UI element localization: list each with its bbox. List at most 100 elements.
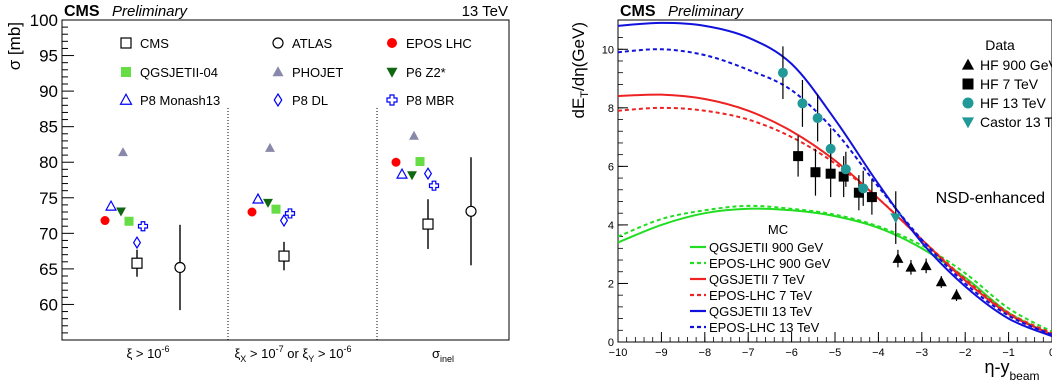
data-point-shape: [131, 257, 143, 269]
right-x-axis-label: η-ybeam: [984, 357, 1039, 383]
right-y-axis-label: dET/dη(GeV): [569, 22, 591, 119]
category-label-3: σinel: [432, 346, 454, 364]
data-point: [247, 207, 257, 217]
data-point: [890, 213, 902, 224]
left-plot-frame: [61, 19, 510, 341]
data-point-shape: [797, 98, 808, 109]
data-point: [278, 250, 290, 262]
data-point: [951, 289, 963, 300]
data-legend-marker: [961, 117, 975, 129]
nsd-annotation: NSD-enhanced: [936, 190, 1045, 207]
legend-marker: [273, 92, 283, 108]
data-point-shape: [810, 167, 821, 178]
legend-marker-shape: [272, 66, 284, 77]
data-point-shape: [124, 216, 134, 226]
data-point: [271, 204, 281, 214]
legend-label: P8 Monash13: [140, 93, 220, 108]
data-point-shape: [866, 192, 877, 203]
data-point-shape: [838, 171, 849, 182]
data-point-shape: [920, 260, 932, 271]
x-tick-label: −5: [829, 347, 842, 359]
data-point: [100, 216, 110, 226]
data-point: [124, 216, 134, 226]
y-tick-label: 4: [608, 220, 614, 232]
data-point: [174, 261, 186, 274]
y-tick-label: 100: [30, 11, 58, 30]
data-point-shape: [137, 221, 149, 232]
data-point-shape: [812, 113, 823, 124]
data-point-shape: [132, 236, 142, 250]
data-legend-label: HF 900 GeV: [980, 57, 1052, 73]
data-point: [825, 143, 836, 154]
x-tick-label: −6: [785, 347, 798, 359]
data-point: [793, 151, 804, 162]
data-point: [858, 183, 869, 194]
x-tick-label: −7: [742, 347, 755, 359]
y-tick-label: 95: [39, 47, 58, 66]
data-legend-marker: [962, 97, 974, 109]
data-point: [116, 207, 126, 217]
mc-legend-title: MC: [768, 222, 788, 237]
data-point: [252, 192, 264, 204]
data-point: [838, 171, 849, 182]
legend-marker-shape: [119, 93, 133, 105]
data-point-shape: [892, 252, 904, 263]
data-point: [263, 198, 273, 208]
legend-marker: [272, 37, 284, 49]
data-point: [465, 205, 477, 217]
data-point-shape: [263, 198, 273, 208]
data-point: [409, 130, 419, 140]
data-point-shape: [840, 164, 851, 175]
legend-label: ATLAS: [292, 36, 333, 51]
data-point: [866, 192, 877, 203]
left-legend: CMS ATLAS EPOS LHC QGSJETII-04 PHOJET P6 Z2* P…: [119, 36, 472, 108]
data-legend-marker: [961, 58, 975, 70]
energy-label: 13 TeV: [462, 3, 508, 20]
left-data-points: [100, 130, 477, 311]
y-tick-label: 2: [608, 278, 614, 290]
x-tick-label: −3: [916, 347, 929, 359]
legend-marker: [272, 66, 284, 77]
data-point-shape: [100, 216, 110, 226]
legend-marker-shape: [120, 37, 132, 49]
category-label-1: ξ > 10-6: [126, 344, 169, 361]
data-point: [137, 221, 149, 232]
y-tick-label: 75: [39, 189, 58, 208]
legend-marker: [119, 93, 133, 105]
data-point-shape: [777, 67, 788, 78]
data-point: [105, 199, 117, 211]
data-point: [422, 218, 434, 230]
data-point: [396, 167, 408, 179]
data-point: [892, 252, 904, 263]
data-point-shape: [391, 157, 401, 167]
y-tick-label: 65: [39, 260, 58, 279]
data-point-shape: [396, 167, 408, 179]
mc-legend-label: EPOS-LHC 7 TeV: [709, 288, 812, 303]
y-tick-label: 85: [39, 118, 58, 137]
data-point: [812, 113, 823, 124]
legend-marker-shape: [273, 92, 283, 108]
category-label-2: ξX > 10-7 or ξY > 10-6: [234, 344, 351, 364]
data-legend-marker-shape: [962, 97, 974, 109]
data-point-shape: [118, 147, 128, 157]
data-point: [415, 157, 425, 167]
legend-marker-shape: [386, 94, 398, 106]
data-point-shape: [465, 205, 477, 217]
mc-curve: [617, 48, 1052, 336]
data-point-shape: [951, 289, 963, 300]
data-point-shape: [423, 167, 433, 181]
mc-legend-label: EPOS-LHC 13 TeV: [709, 320, 820, 335]
mc-legend-label: QGSJETII 7 TeV: [709, 272, 805, 287]
data-legend-marker-shape: [961, 117, 975, 129]
data-point-shape: [825, 143, 836, 154]
y-tick-label: 0: [608, 337, 614, 349]
data-legend-marker-shape: [962, 78, 974, 90]
legend-marker-shape: [387, 38, 397, 48]
x-tick-label: −8: [699, 347, 712, 359]
legend-marker-shape: [386, 67, 398, 78]
legend-marker-shape: [121, 67, 131, 77]
x-tick-label: 0: [1049, 347, 1052, 359]
mc-legend-label: QGSJETII 13 TeV: [709, 304, 812, 319]
mc-curve: [617, 93, 1052, 336]
legend-label: CMS: [140, 36, 169, 51]
